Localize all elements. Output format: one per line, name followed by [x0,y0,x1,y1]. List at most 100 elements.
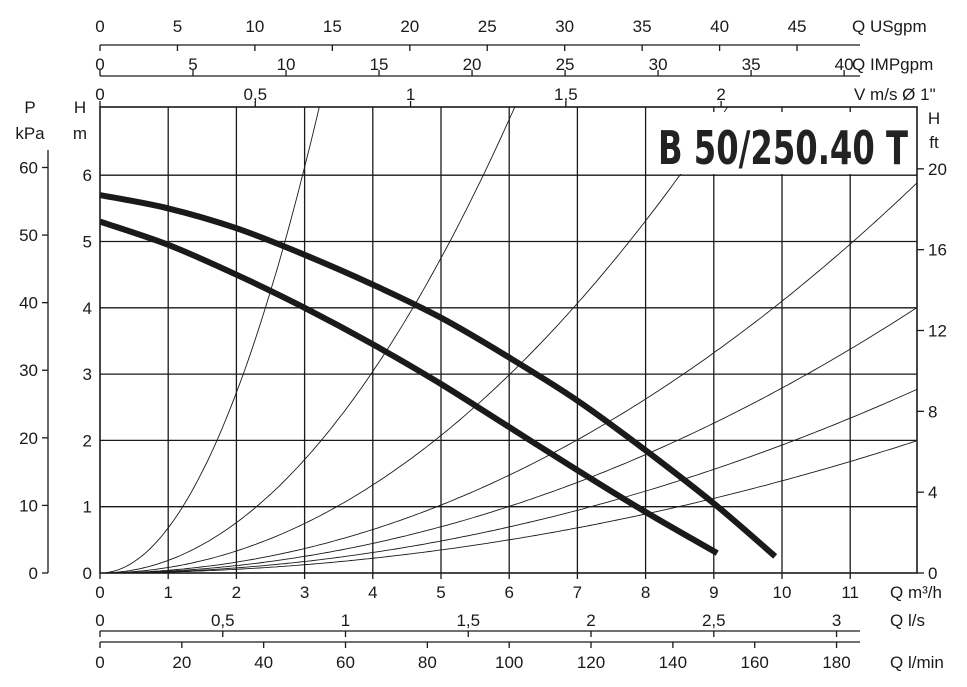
velocity-axis-tick-label: 0,5 [243,85,267,104]
usgpm-axis-tick-label: 30 [555,17,574,36]
pump-curve-1 [100,192,778,559]
y-tick-label: 6 [83,166,92,185]
ls-axis-label: Q l/s [890,611,925,630]
impgpm-axis-tick-label: 5 [188,55,197,74]
y-axis-unit: m [73,124,87,143]
usgpm-axis-tick-label: 20 [400,17,419,36]
lmin-axis-tick-label: 160 [741,653,769,672]
ls-axis-tick-label: 0 [95,611,104,630]
x-tick-label: 0 [95,583,104,602]
system-curve [105,388,917,573]
pressure-tick-label: 60 [19,158,38,177]
usgpm-axis-tick-label: 5 [173,17,182,36]
axes: 0 1 2 3 4 5 6 7 8 9 10 11 Q m³/h0123456Hm01020304050… [15,17,947,672]
system-curves [105,107,917,573]
velocity-axis-tick-label: 1 [406,85,415,104]
system-curve [105,107,729,573]
ls-axis-tick-label: 2 [586,611,595,630]
y-tick-label: 3 [83,365,92,384]
y-axis-label: H [74,98,86,117]
impgpm-axis-tick-label: 10 [277,55,296,74]
system-curve [105,107,320,573]
system-curve [105,107,516,573]
head-ft-tick-label: 4 [928,483,937,502]
system-curve [105,182,917,573]
ls-axis-tick-label: 2,5 [702,611,726,630]
system-curve [105,307,917,573]
pressure-axis-unit: kPa [15,124,45,143]
head-ft-tick-label: 16 [928,241,947,260]
chart-title: B 50/250.40 T [658,121,908,175]
y-tick-label: 1 [83,498,92,517]
usgpm-axis-tick-label: 25 [478,17,497,36]
pump-curves [100,192,778,559]
pressure-tick-label: 50 [19,226,38,245]
ls-axis-tick-label: 0,5 [211,611,235,630]
pressure-axis-label: P [24,98,35,117]
head-ft-axis-unit: ft [929,133,939,152]
ls-axis-tick-label: 3 [832,611,841,630]
usgpm-axis-tick-label: 0 [95,17,104,36]
velocity-axis-tick-label: 0 [95,85,104,104]
lmin-axis-tick-label: 120 [577,653,605,672]
usgpm-axis-tick-label: 35 [633,17,652,36]
impgpm-axis-tick-label: 30 [649,55,668,74]
y-tick-label: 0 [83,564,92,583]
x-tick-label: 8 [641,583,650,602]
impgpm-axis-tick-label: 15 [370,55,389,74]
x-tick-label: 1 [163,583,172,602]
head-ft-tick-label: 12 [928,321,947,340]
head-ft-tick-label: 20 [928,160,947,179]
x-tick-label: 11 [841,583,859,602]
pressure-tick-label: 0 [29,564,38,583]
velocity-axis-tick-label: 2 [716,85,725,104]
head-ft-tick-label: 0 [928,564,937,583]
usgpm-axis-tick-label: 15 [323,17,342,36]
velocity-axis-tick-label: 1,5 [554,85,578,104]
lmin-axis-tick-label: 20 [172,653,191,672]
pressure-tick-label: 10 [19,496,38,515]
x-tick-label: 4 [368,583,377,602]
grid [100,107,917,573]
usgpm-axis-tick-label: 10 [245,17,264,36]
head-ft-tick-label: 8 [928,402,937,421]
velocity-axis-label: V m/s Ø 1" [854,85,936,104]
pressure-tick-label: 20 [19,429,38,448]
impgpm-axis-tick-label: 35 [742,55,761,74]
usgpm-axis-label: Q USgpm [852,17,927,36]
y-tick-label: 5 [83,233,92,252]
ls-axis-tick-label: 1 [341,611,350,630]
pressure-tick-label: 30 [19,361,38,380]
head-ft-axis-label: H [928,109,940,128]
x-tick-label: 9 [709,583,718,602]
impgpm-axis-tick-label: 20 [463,55,482,74]
lmin-axis-tick-label: 80 [418,653,437,672]
ls-axis-tick-label: 1,5 [456,611,480,630]
lmin-axis-tick-label: 60 [336,653,355,672]
x-tick-label: 6 [504,583,513,602]
usgpm-axis-tick-label: 45 [788,17,807,36]
x-tick-label: 7 [573,583,582,602]
x-tick-label: 10 [773,583,792,602]
x-tick-label: 5 [436,583,445,602]
usgpm-axis-tick-label: 40 [710,17,729,36]
plot-frame [99,106,918,574]
lmin-axis-tick-label: 100 [495,653,523,672]
system-curve [105,440,917,573]
lmin-axis-tick-label: 0 [95,653,104,672]
x-tick-label: 2 [232,583,241,602]
lmin-axis-tick-label: 140 [659,653,687,672]
y-tick-label: 4 [83,299,92,318]
lmin-axis-tick-label: 40 [254,653,273,672]
impgpm-axis-label: Q IMPgpm [852,55,933,74]
pressure-tick-label: 40 [19,294,38,313]
lmin-axis-tick-label: 180 [822,653,850,672]
impgpm-axis-tick-label: 25 [556,55,575,74]
x-tick-label: 3 [300,583,309,602]
lmin-axis-label: Q l/min [890,653,944,672]
x-axis-label: Q m³/h [890,583,942,602]
impgpm-axis-tick-label: 0 [95,55,104,74]
y-tick-label: 2 [83,431,92,450]
pump-curve-2 [100,218,719,556]
